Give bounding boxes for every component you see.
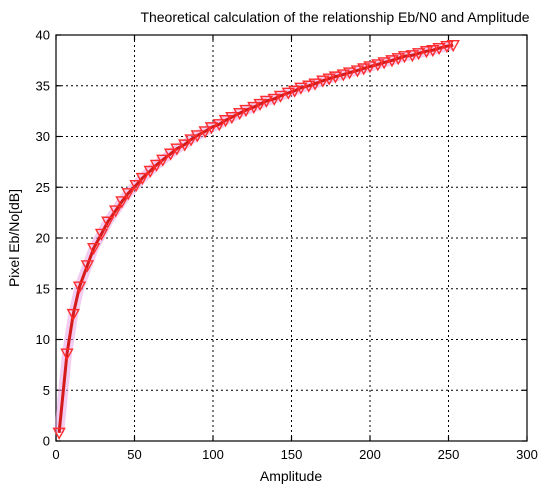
y-tick-label: 30 [36, 129, 50, 144]
data-point [273, 90, 288, 103]
data-point [156, 154, 170, 167]
x-tick-label: 50 [127, 447, 141, 462]
data-point [170, 143, 184, 156]
y-axis-label: Pixel Eb/No[dB] [6, 189, 22, 287]
data-point [440, 40, 454, 54]
y-tick-label: 20 [36, 231, 50, 246]
data-point [108, 205, 123, 218]
data-point [121, 188, 135, 201]
data-point [135, 172, 150, 186]
y-tick-label: 10 [36, 332, 50, 347]
data-point [198, 126, 212, 139]
chart-title: Theoretical calculation of the relations… [140, 9, 529, 25]
data-point [328, 71, 343, 84]
data-point [163, 148, 178, 161]
data-point [397, 51, 412, 64]
x-tick-label: 300 [516, 447, 538, 462]
data-point [212, 119, 226, 132]
data-point [294, 82, 308, 95]
data-point [281, 87, 296, 100]
data-point [259, 95, 274, 108]
data-point [385, 55, 399, 68]
data-point [239, 104, 253, 118]
data-point [233, 107, 247, 121]
y-tick-label: 35 [36, 78, 50, 93]
data-point [178, 139, 192, 152]
data-point [149, 159, 164, 172]
y-tick-label: 25 [36, 180, 50, 195]
x-tick-label: 100 [202, 447, 224, 462]
y-tick-label: 0 [43, 434, 50, 449]
data-point [371, 59, 385, 72]
data-point [86, 242, 101, 256]
data-point [419, 46, 434, 59]
x-axis-label: Amplitude [260, 468, 322, 484]
data-point [52, 427, 66, 440]
data-point [115, 196, 129, 209]
data-point [426, 45, 440, 58]
data-point [357, 63, 371, 76]
data-point [94, 228, 109, 241]
data-point [190, 130, 204, 143]
data-point [377, 57, 391, 70]
data-point [308, 78, 322, 91]
data-point [143, 165, 157, 178]
y-tick-label: 5 [43, 383, 50, 398]
x-tick-label: 150 [281, 447, 303, 462]
data-point [350, 65, 365, 78]
data-point [411, 48, 426, 61]
data-point [302, 80, 316, 93]
data-point [391, 53, 405, 66]
data-point [363, 61, 377, 74]
data-point [432, 42, 446, 56]
data-point [225, 112, 239, 125]
data-point [101, 216, 115, 229]
data-point [184, 134, 198, 147]
data-point [446, 39, 460, 53]
data-point [253, 98, 267, 111]
x-tick-label: 0 [52, 447, 59, 462]
y-tick-label: 40 [36, 28, 50, 43]
data-point [322, 73, 336, 86]
data-point [66, 308, 80, 322]
data-point [316, 75, 330, 88]
data-point [80, 260, 95, 273]
data-point [336, 69, 350, 82]
x-tick-label: 250 [438, 447, 460, 462]
data-point [204, 122, 219, 135]
series-layer [52, 39, 460, 440]
data-point [247, 101, 261, 115]
x-axis: 0 50 100 150 200 250 300 [52, 35, 538, 462]
y-axis: 0 5 10 15 20 25 30 35 40 [36, 28, 527, 449]
data-point [342, 67, 357, 80]
data-point [405, 50, 420, 63]
y-tick-label: 15 [36, 281, 50, 296]
data-point [218, 115, 233, 128]
x-tick-label: 200 [359, 447, 381, 462]
data-point [129, 180, 143, 193]
data-point [60, 348, 74, 361]
data-point [267, 93, 281, 106]
data-point [287, 85, 302, 98]
data-point [72, 281, 87, 294]
